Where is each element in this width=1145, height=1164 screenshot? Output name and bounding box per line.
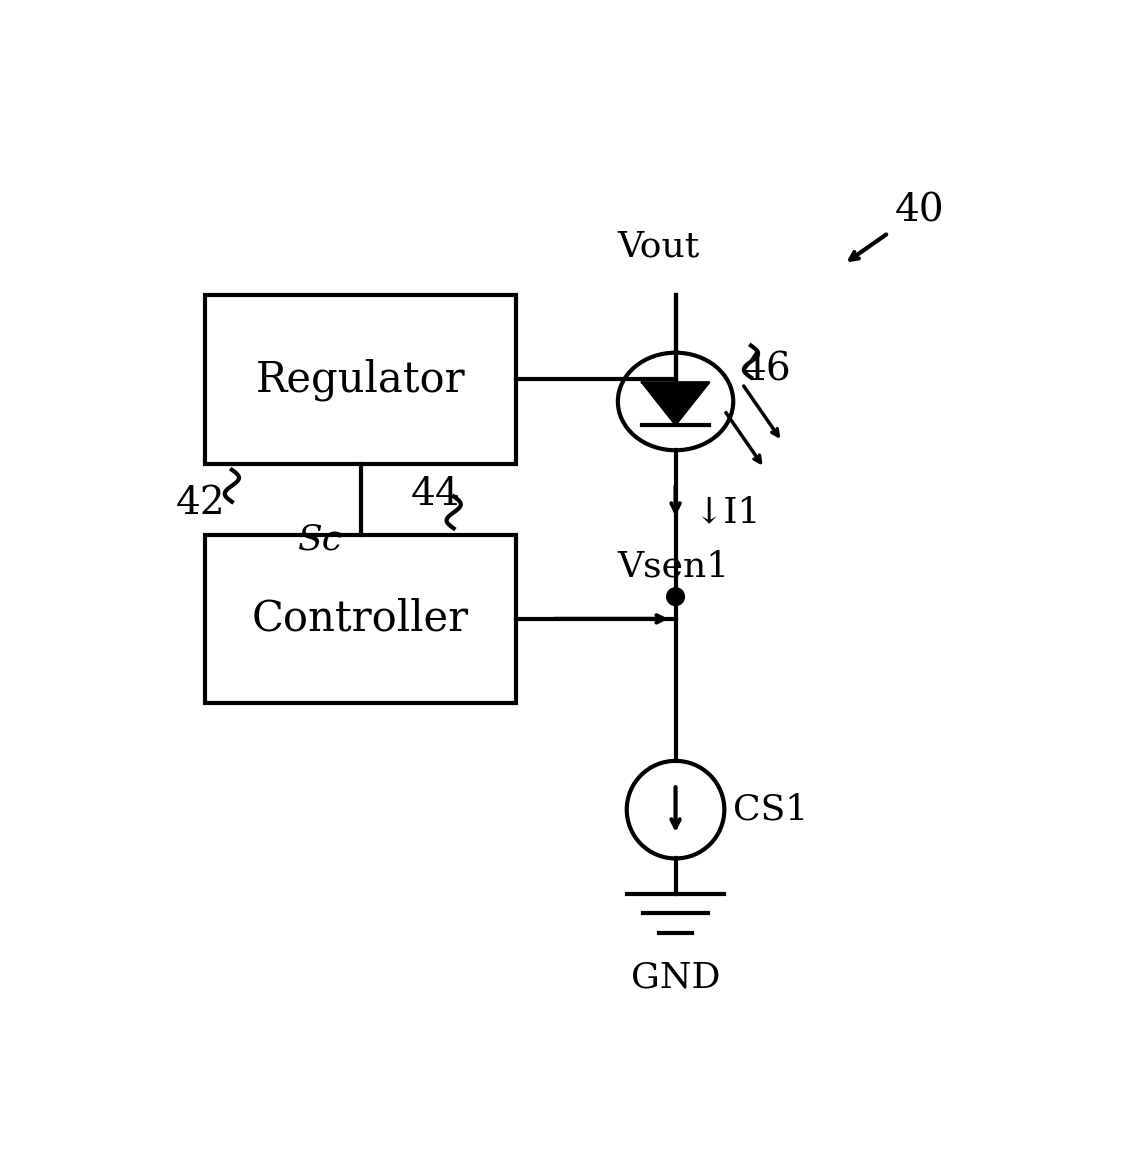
- Circle shape: [666, 588, 685, 605]
- Bar: [205, 534, 515, 703]
- Text: 44: 44: [411, 476, 460, 513]
- Text: 42: 42: [176, 485, 226, 521]
- Text: GND: GND: [631, 960, 720, 994]
- Text: Vout: Vout: [618, 230, 700, 264]
- Text: ↓I1: ↓I1: [694, 496, 760, 530]
- Text: 40: 40: [894, 192, 945, 229]
- Text: Sc: Sc: [298, 521, 343, 556]
- Text: Regulator: Regulator: [255, 359, 465, 400]
- Text: Controller: Controller: [252, 598, 469, 640]
- Text: CS1: CS1: [733, 793, 808, 826]
- Text: 46: 46: [742, 352, 791, 389]
- Bar: [205, 294, 515, 463]
- Text: Vsen1: Vsen1: [618, 549, 731, 583]
- Polygon shape: [642, 382, 709, 425]
